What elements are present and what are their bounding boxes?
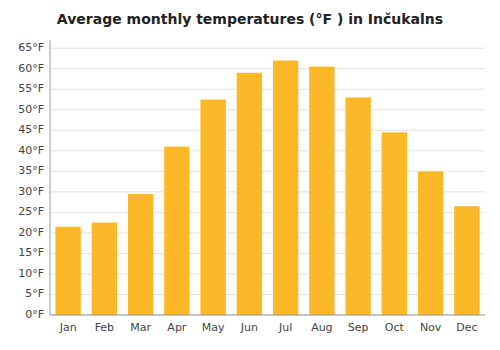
bar bbox=[273, 61, 298, 315]
bars bbox=[55, 61, 479, 315]
x-tick-label: May bbox=[202, 321, 225, 334]
x-tick-label: Jul bbox=[278, 321, 292, 334]
y-tick-label: 45°F bbox=[18, 123, 44, 136]
grid-line bbox=[50, 150, 485, 151]
grid-line bbox=[50, 68, 485, 69]
y-tick-label: 35°F bbox=[18, 164, 44, 177]
x-tick-label: Sep bbox=[348, 321, 369, 334]
grid-line bbox=[50, 315, 485, 316]
y-grid bbox=[50, 48, 485, 315]
y-tick-label: 10°F bbox=[18, 267, 44, 280]
y-tick-label: 20°F bbox=[18, 226, 44, 239]
grid-line bbox=[50, 130, 485, 131]
chart: 0°F 5°F 10°F 15°F 20°F 25°F 30°F 35°F 40°F 45°F 50… bbox=[0, 0, 500, 350]
title: Average monthly temperatures (°F ) in In… bbox=[57, 11, 443, 27]
x-axis-line bbox=[50, 315, 485, 316]
x-tick-label: Jan bbox=[59, 321, 77, 334]
bar bbox=[418, 171, 443, 315]
y-tick-label: 40°F bbox=[18, 144, 44, 157]
y-tick-label: 25°F bbox=[18, 205, 44, 218]
y-axis-line bbox=[50, 40, 51, 315]
bar bbox=[309, 67, 334, 315]
bar bbox=[237, 73, 262, 315]
x-tick-label: Dec bbox=[456, 321, 477, 334]
x-tick-label: Oct bbox=[385, 321, 405, 334]
x-tick-label: Apr bbox=[167, 321, 187, 334]
y-tick-label: 55°F bbox=[18, 82, 44, 95]
grid-line bbox=[50, 48, 485, 49]
x-tick-label: Nov bbox=[420, 321, 442, 334]
bar bbox=[128, 194, 153, 315]
x-tick-label: Feb bbox=[95, 321, 114, 334]
bar bbox=[200, 100, 225, 315]
bar bbox=[92, 223, 117, 315]
bar bbox=[55, 227, 80, 315]
y-tick-label: 30°F bbox=[18, 185, 44, 198]
grid-line bbox=[50, 109, 485, 110]
y-tick-label: 65°F bbox=[18, 41, 44, 54]
y-tick-label: 5°F bbox=[25, 287, 44, 300]
bar bbox=[345, 97, 370, 315]
y-tick-label: 15°F bbox=[18, 246, 44, 259]
bar bbox=[454, 206, 479, 315]
x-tick-label: Jun bbox=[240, 321, 258, 334]
grid-line bbox=[50, 89, 485, 90]
y-tick-label: 0°F bbox=[25, 308, 44, 321]
y-tick-label: 60°F bbox=[18, 62, 44, 75]
x-tick-label: Mar bbox=[130, 321, 151, 334]
x-tick-label: Aug bbox=[311, 321, 332, 334]
y-tick-label: 50°F bbox=[18, 103, 44, 116]
bar bbox=[382, 132, 407, 315]
bar bbox=[164, 147, 189, 315]
